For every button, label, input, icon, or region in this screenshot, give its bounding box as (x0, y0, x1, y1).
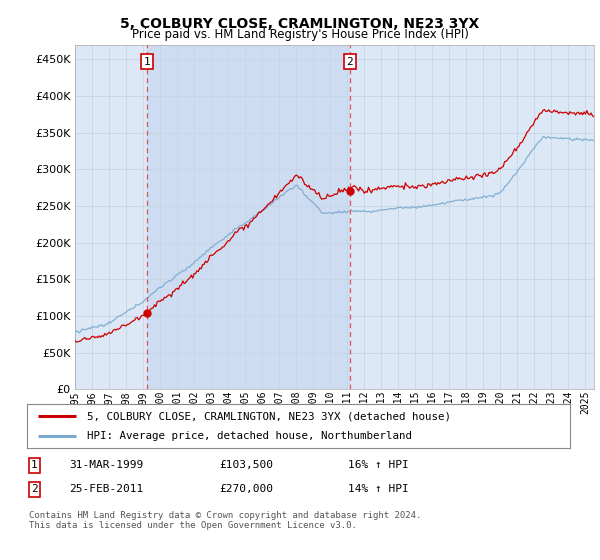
Text: £103,500: £103,500 (219, 460, 273, 470)
Text: 5, COLBURY CLOSE, CRAMLINGTON, NE23 3YX (detached house): 5, COLBURY CLOSE, CRAMLINGTON, NE23 3YX … (87, 411, 451, 421)
Text: 2: 2 (31, 484, 38, 494)
Text: 1: 1 (31, 460, 38, 470)
Text: 16% ↑ HPI: 16% ↑ HPI (348, 460, 409, 470)
Text: Price paid vs. HM Land Registry's House Price Index (HPI): Price paid vs. HM Land Registry's House … (131, 28, 469, 41)
Text: 5, COLBURY CLOSE, CRAMLINGTON, NE23 3YX: 5, COLBURY CLOSE, CRAMLINGTON, NE23 3YX (121, 17, 479, 31)
Text: 14% ↑ HPI: 14% ↑ HPI (348, 484, 409, 494)
Text: 2: 2 (346, 57, 353, 67)
Text: Contains HM Land Registry data © Crown copyright and database right 2024.
This d: Contains HM Land Registry data © Crown c… (29, 511, 421, 530)
Bar (148, 45, 350, 389)
Text: 31-MAR-1999: 31-MAR-1999 (69, 460, 143, 470)
Text: £270,000: £270,000 (219, 484, 273, 494)
Text: HPI: Average price, detached house, Northumberland: HPI: Average price, detached house, Nort… (87, 431, 412, 441)
Text: 25-FEB-2011: 25-FEB-2011 (69, 484, 143, 494)
Text: 1: 1 (144, 57, 151, 67)
